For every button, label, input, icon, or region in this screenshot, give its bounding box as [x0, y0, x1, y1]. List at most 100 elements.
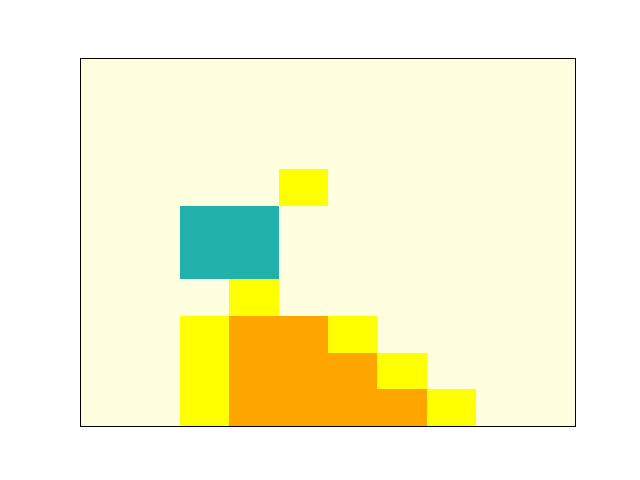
cell-background [81, 353, 130, 389]
cell-background [377, 279, 427, 316]
cell-background [130, 132, 180, 169]
cell-background [526, 132, 575, 169]
cell-background [476, 243, 526, 279]
cell-orange [279, 316, 328, 353]
cell-background [377, 169, 427, 206]
cell-background [427, 132, 476, 169]
cell-yellow [180, 316, 229, 353]
cell-orange [229, 316, 279, 353]
cell-background [377, 316, 427, 353]
cell-background [279, 206, 328, 243]
cell-background [81, 169, 130, 206]
cell-background [427, 169, 476, 206]
cell-background [476, 206, 526, 243]
cell-background [81, 132, 130, 169]
cell-yellow [427, 389, 476, 426]
cell-background [229, 96, 279, 132]
cell-background [180, 169, 229, 206]
cell-background [279, 132, 328, 169]
cell-yellow [279, 169, 328, 206]
cell-yellow [377, 353, 427, 389]
cell-background [526, 316, 575, 353]
cell-background [526, 389, 575, 426]
game-board [80, 58, 576, 427]
cell-background [81, 279, 130, 316]
cell-background [180, 96, 229, 132]
cell-background [476, 169, 526, 206]
cell-background [279, 96, 328, 132]
cell-background [130, 279, 180, 316]
cell-yellow [328, 316, 377, 353]
cell-background [81, 59, 130, 96]
cell-background [81, 316, 130, 353]
cell-background [229, 169, 279, 206]
cell-teal [229, 206, 279, 243]
cell-orange [229, 353, 279, 389]
cell-orange [279, 389, 328, 426]
board-grid [81, 59, 575, 426]
cell-yellow [180, 353, 229, 389]
cell-background [476, 96, 526, 132]
cell-background [377, 96, 427, 132]
cell-background [130, 353, 180, 389]
cell-background [377, 243, 427, 279]
cell-background [81, 389, 130, 426]
cell-orange [377, 389, 427, 426]
cell-background [130, 206, 180, 243]
cell-orange [279, 353, 328, 389]
cell-background [427, 206, 476, 243]
cell-background [526, 353, 575, 389]
cell-background [130, 316, 180, 353]
cell-background [476, 316, 526, 353]
cell-background [279, 279, 328, 316]
cell-orange [328, 389, 377, 426]
cell-background [180, 132, 229, 169]
cell-background [526, 96, 575, 132]
cell-background [130, 243, 180, 279]
cell-background [130, 96, 180, 132]
cell-background [526, 243, 575, 279]
cell-background [229, 132, 279, 169]
cell-background [328, 206, 377, 243]
cell-background [328, 169, 377, 206]
cell-background [81, 206, 130, 243]
cell-background [279, 243, 328, 279]
cell-background [476, 279, 526, 316]
cell-background [130, 389, 180, 426]
cell-teal [229, 243, 279, 279]
cell-background [328, 132, 377, 169]
cell-background [526, 206, 575, 243]
cell-background [476, 389, 526, 426]
cell-background [427, 96, 476, 132]
cell-background [328, 279, 377, 316]
cell-background [81, 243, 130, 279]
cell-background [377, 206, 427, 243]
cell-background [427, 353, 476, 389]
cell-background [229, 59, 279, 96]
cell-background [180, 59, 229, 96]
cell-background [377, 132, 427, 169]
cell-yellow [229, 279, 279, 316]
cell-background [526, 279, 575, 316]
cell-yellow [180, 389, 229, 426]
cell-background [476, 59, 526, 96]
cell-background [130, 169, 180, 206]
cell-background [427, 59, 476, 96]
cell-background [427, 279, 476, 316]
cell-background [476, 132, 526, 169]
cell-background [328, 243, 377, 279]
cell-orange [328, 353, 377, 389]
cell-background [279, 59, 328, 96]
cell-background [81, 96, 130, 132]
cell-background [526, 169, 575, 206]
cell-teal [180, 243, 229, 279]
cell-background [476, 353, 526, 389]
cell-background [427, 316, 476, 353]
cell-orange [229, 389, 279, 426]
cell-background [130, 59, 180, 96]
cell-background [526, 59, 575, 96]
cell-teal [180, 206, 229, 243]
cell-background [377, 59, 427, 96]
cell-background [180, 279, 229, 316]
